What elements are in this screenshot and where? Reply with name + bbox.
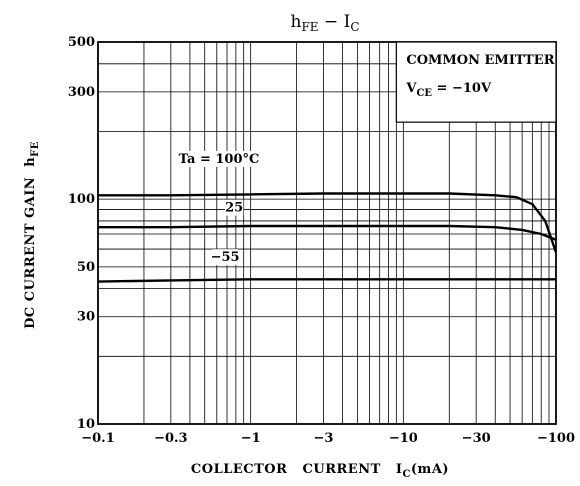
x-tick-label: −0.3 [154,431,188,446]
curve-annotations: Ta = 100°C 25 −55 [179,150,260,266]
y-tick-label: 300 [68,85,95,100]
x-tick-label: −10 [389,431,418,446]
series-line-2 [97,278,556,283]
y-tick-label: 50 [77,260,95,275]
x-tick-label: −100 [537,431,575,446]
curve-annotation: −55 [211,250,240,265]
chart-title: hFE − IC [290,12,359,34]
curve-annotation: Ta = 100°C [179,152,260,167]
curve-annotation: 25 [225,201,243,216]
y-tick-label: 100 [68,192,95,207]
series-line-1 [98,224,557,241]
annotation-bg [224,199,244,216]
plot-frame [97,41,557,425]
x-tick-label: −1 [241,431,261,446]
y-tick-label: 30 [77,310,95,325]
y-axis-label: DC CURRENT GAIN hFE [23,141,41,329]
y-tick-label: 500 [68,35,95,50]
condition-line-1: COMMON EMITTER [406,53,554,68]
x-tick-label: −30 [462,431,491,446]
y-tick-labels: 10 30 50 100 300 500 [68,35,95,432]
series-line-0 [98,192,558,253]
x-axis-label: COLLECTOR CURRENT IC(mA) [191,462,449,480]
x-tick-labels: −0.1 −0.3 −1 −3 −10 −30 −100 [81,431,575,446]
y-tick-label: 10 [77,417,95,432]
condition-line-2: VCE = −10V [405,81,492,99]
annotation-bg [212,249,238,266]
condition-box: COMMON EMITTER VCE = −10V [395,41,557,123]
curves [97,192,558,283]
annotation-bg [180,150,257,167]
x-tick-label: −0.1 [81,431,115,446]
x-tick-label: −3 [314,431,334,446]
